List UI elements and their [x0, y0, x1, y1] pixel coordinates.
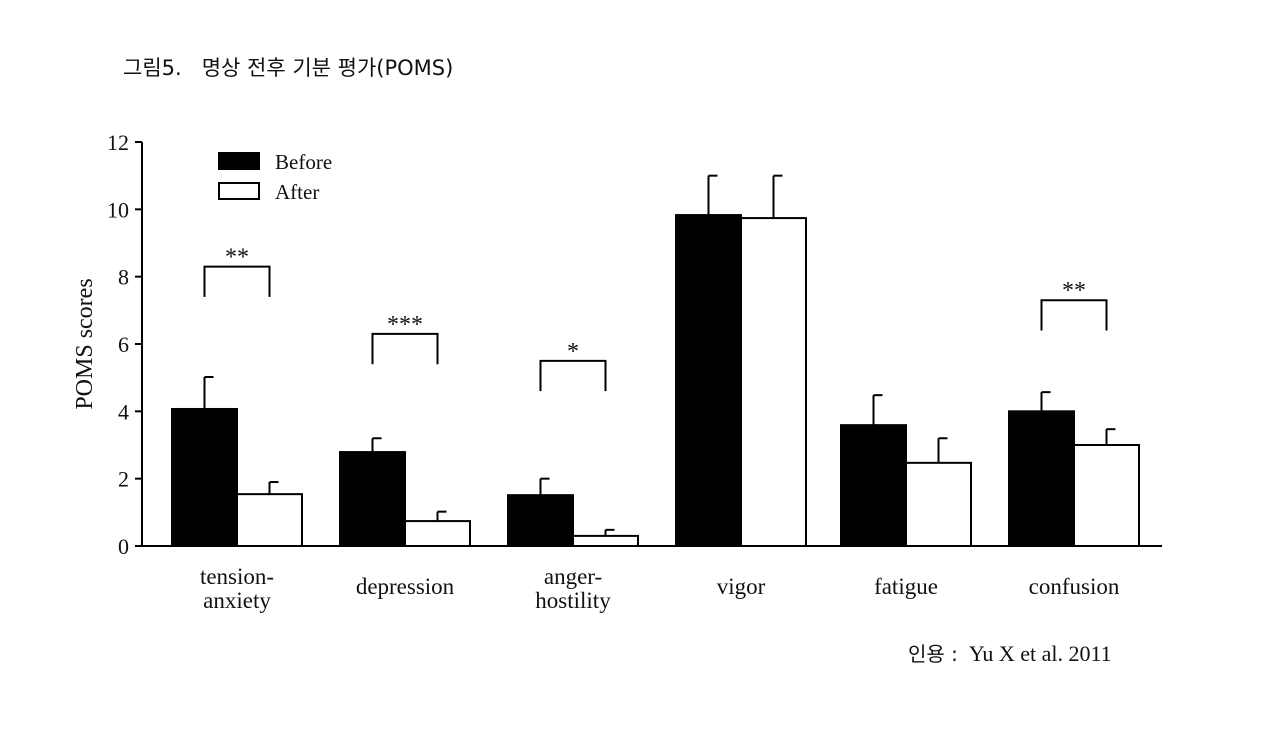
y-tick-label: 0 — [118, 534, 129, 559]
bar-before — [1008, 410, 1075, 548]
y-tick-label: 12 — [107, 130, 129, 155]
significance-bracket — [371, 332, 439, 365]
bar-before — [339, 451, 406, 548]
bar-after — [236, 493, 303, 547]
x-tick-label: tension- — [200, 564, 274, 589]
bar-after — [404, 520, 471, 548]
x-tick-label: vigor — [717, 574, 766, 599]
x-tick-label: anger- — [544, 564, 602, 589]
bar-before — [840, 424, 907, 547]
x-tick-label: hostility — [535, 588, 611, 613]
bar-after — [1073, 444, 1140, 547]
legend-label: Before — [275, 150, 332, 174]
significance-bracket — [1040, 299, 1108, 331]
legend-label: After — [275, 180, 319, 204]
significance-label: ** — [225, 245, 249, 271]
citation-source: Yu X et al. 2011 — [968, 641, 1112, 666]
y-tick-label: 2 — [118, 467, 129, 492]
bar-after — [740, 217, 807, 547]
y-tick-label: 6 — [118, 332, 129, 357]
y-axis-label: POMS scores — [72, 278, 98, 409]
significance-label: * — [567, 339, 579, 365]
x-tick-label: depression — [356, 574, 455, 599]
significance-label: *** — [387, 312, 423, 338]
x-tick-label: fatigue — [874, 574, 938, 599]
y-tick-label: 4 — [118, 399, 129, 424]
citation-label: 인용 : — [908, 642, 958, 666]
legend-swatch — [218, 152, 260, 170]
bar-before — [171, 407, 238, 547]
y-tick-label: 10 — [107, 197, 129, 222]
bar-after — [905, 461, 972, 547]
bar-after — [572, 534, 639, 548]
x-tick-label: confusion — [1029, 574, 1120, 599]
significance-label: ** — [1062, 278, 1086, 304]
significance-bracket — [203, 265, 271, 297]
bar-before — [507, 494, 574, 547]
figure-title: 그림5. 명상 전후 기분 평가(POMS) — [123, 56, 454, 80]
significance-bracket — [539, 359, 607, 392]
citation: 인용 : Yu X et al. 2011 — [908, 638, 1112, 667]
x-tick-label: anxiety — [203, 588, 271, 613]
y-tick-label: 8 — [118, 265, 129, 290]
bar-before — [675, 214, 742, 547]
legend-swatch — [218, 182, 260, 200]
